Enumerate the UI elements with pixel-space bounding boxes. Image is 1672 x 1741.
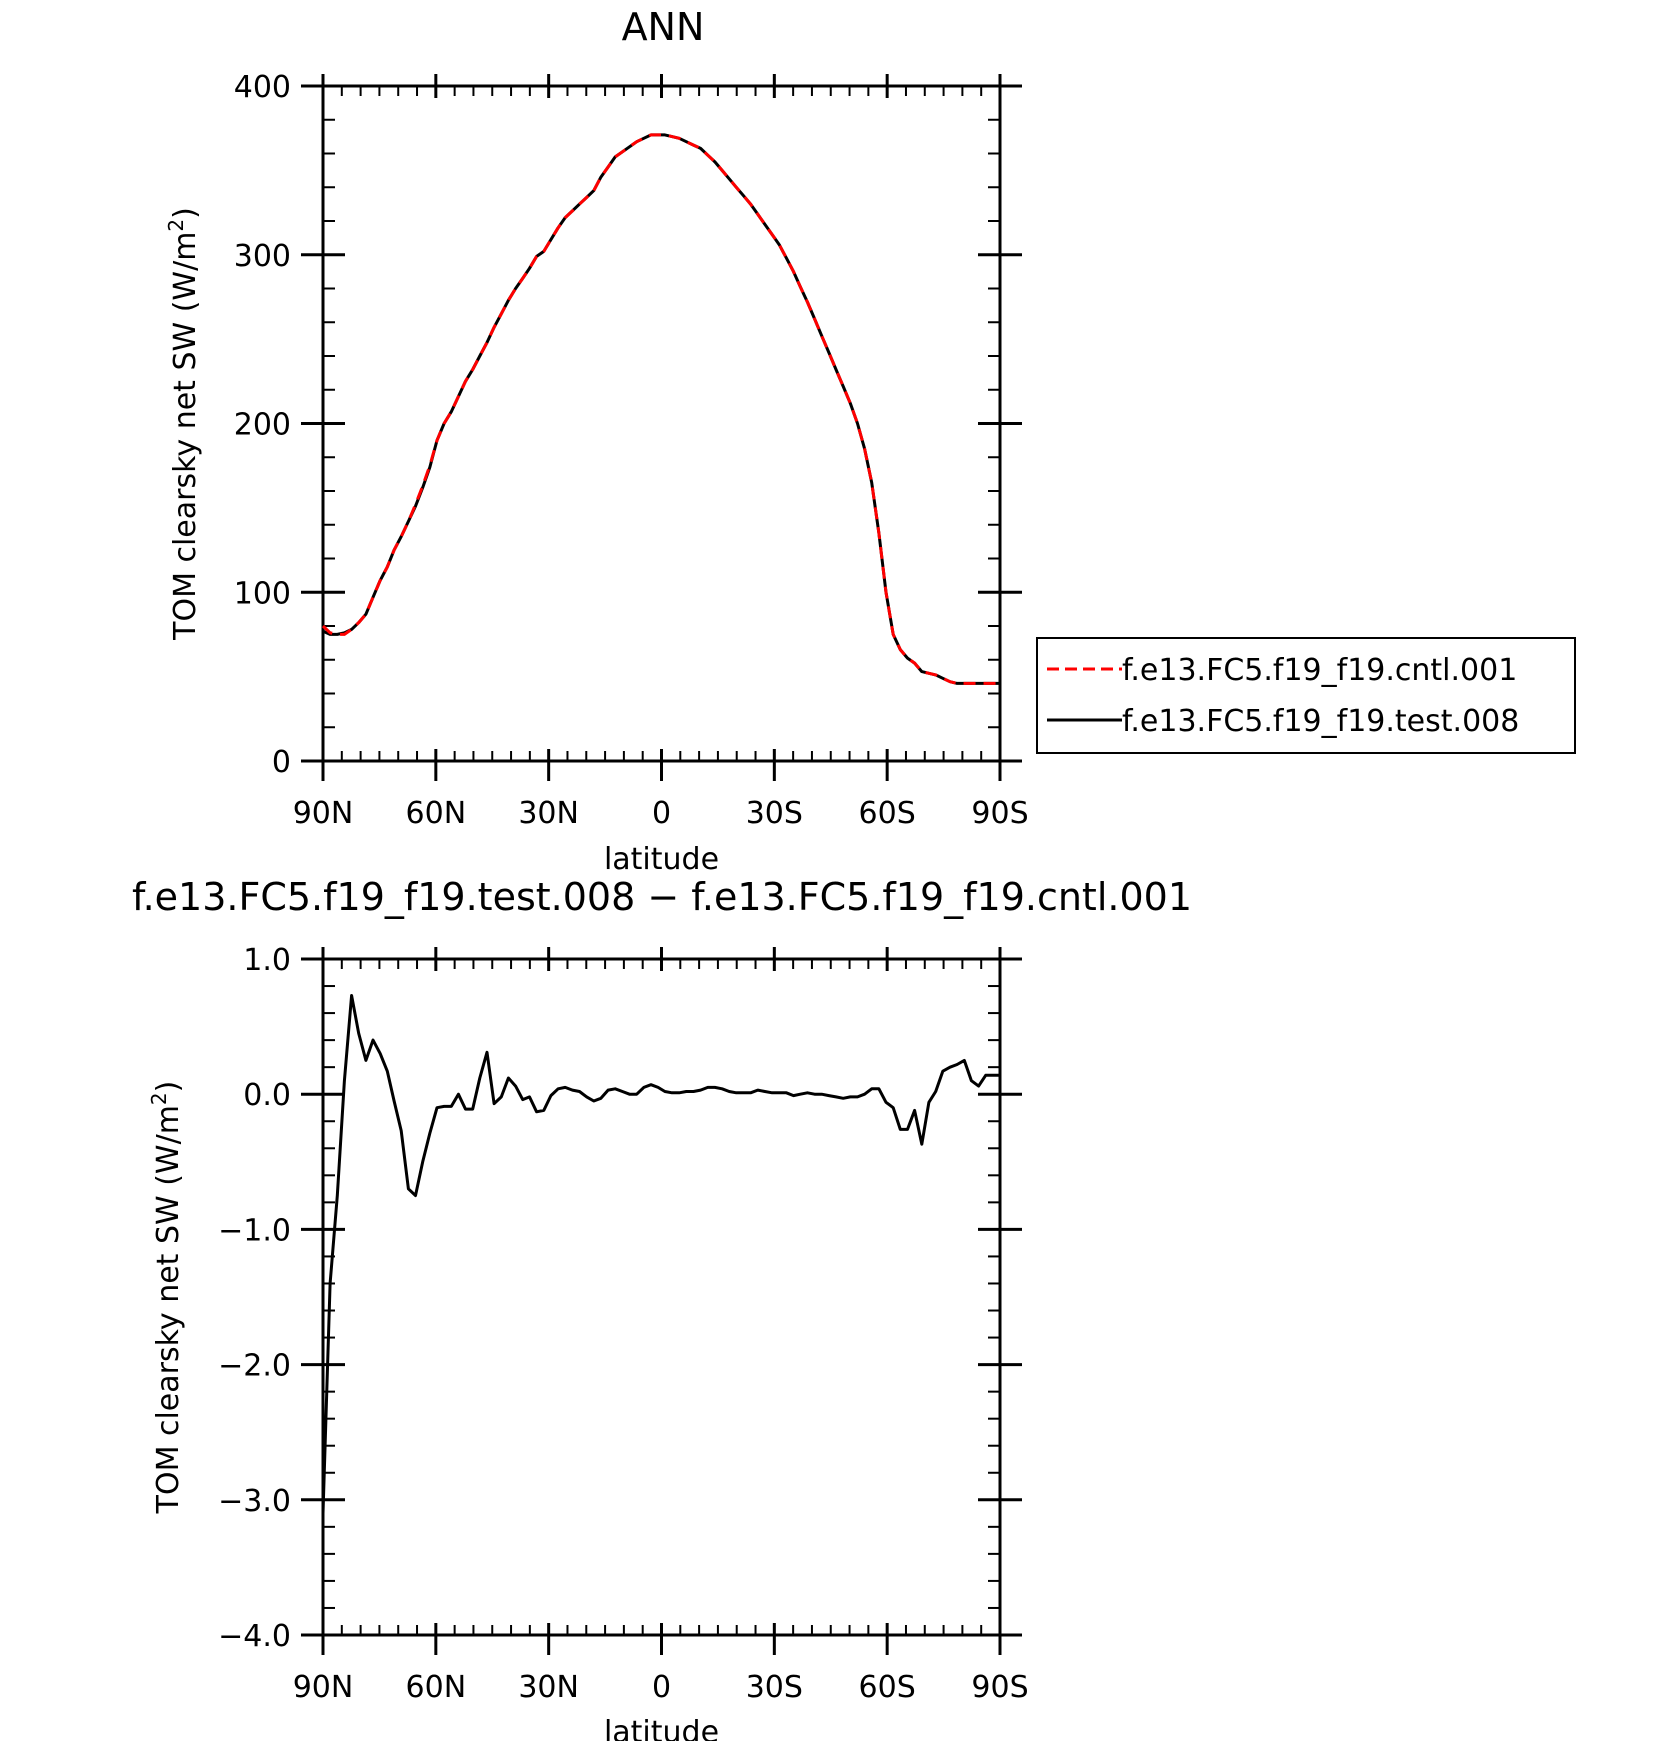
x-tick-label: 60S: [859, 796, 916, 831]
x-tick-label: 90S: [971, 796, 1028, 831]
x-tick-label: 60N: [406, 796, 467, 831]
y-tick-label: −2.0: [218, 1349, 291, 1384]
y-tick-label: −4.0: [218, 1619, 291, 1654]
x-tick-label: 90N: [293, 1670, 354, 1705]
y-tick-label: 300: [234, 239, 291, 274]
chart-title: f.e13.FC5.f19_f19.test.008 − f.e13.FC5.f…: [132, 875, 1192, 919]
y-axis-label-sup: 2: [164, 219, 188, 232]
y-axis-label: TOM clearsky net SW (W/m2): [164, 207, 203, 641]
y-axis-label-text: TOM clearsky net SW (W/m: [168, 232, 203, 641]
x-axis-label: latitude: [604, 1715, 719, 1741]
y-tick-label: 1.0: [243, 943, 291, 978]
x-tick-label: 30S: [746, 796, 803, 831]
y-tick-label: −3.0: [218, 1484, 291, 1519]
x-tick-label: 90N: [293, 796, 354, 831]
bottom-panel: f.e13.FC5.f19_f19.test.008 − f.e13.FC5.f…: [132, 875, 1192, 1741]
y-tick-label: 200: [234, 408, 291, 443]
series-line-0: [321, 994, 1000, 1514]
x-tick-label: 0: [652, 796, 671, 831]
y-tick-label: −1.0: [218, 1213, 291, 1248]
y-axis-label-sup: 2: [147, 1092, 171, 1105]
y-tick-label: 100: [234, 576, 291, 611]
y-tick-label: 0.0: [243, 1078, 291, 1113]
x-tick-label: 90S: [971, 1670, 1028, 1705]
top-panel: ANN 0 100 200 300 400 90N 60N 30N 0 30S 60S 90S latit…: [164, 5, 1576, 877]
x-tick-label: 30S: [746, 1670, 803, 1705]
x-tick-label: 60N: [406, 1670, 467, 1705]
y-axis-label-close: ): [168, 207, 203, 219]
y-axis-label-text: TOM clearsky net SW (W/m: [151, 1105, 186, 1514]
x-tick-label: 0: [652, 1670, 671, 1705]
x-axis-label: latitude: [604, 842, 719, 877]
y-tick-label: 0: [272, 745, 291, 780]
x-tick-label: 30N: [518, 796, 579, 831]
series-line-1: [322, 133, 1000, 685]
y-tick-label: 400: [234, 70, 291, 105]
x-tick-label: 60S: [859, 1670, 916, 1705]
legend-label-1: f.e13.FC5.f19_f19.test.008: [1122, 704, 1519, 739]
y-axis-label-close: ): [151, 1081, 186, 1093]
x-tick-label: 30N: [518, 1670, 579, 1705]
legend-label-0: f.e13.FC5.f19_f19.cntl.001: [1122, 653, 1517, 688]
legend-box: [1036, 637, 1576, 754]
plot-frame: [321, 84, 1002, 763]
plot-frame: [321, 957, 1002, 1637]
chart-title: ANN: [622, 5, 705, 49]
series-line-0: [321, 133, 1000, 685]
y-axis-label: TOM clearsky net SW (W/m2): [147, 1081, 186, 1515]
